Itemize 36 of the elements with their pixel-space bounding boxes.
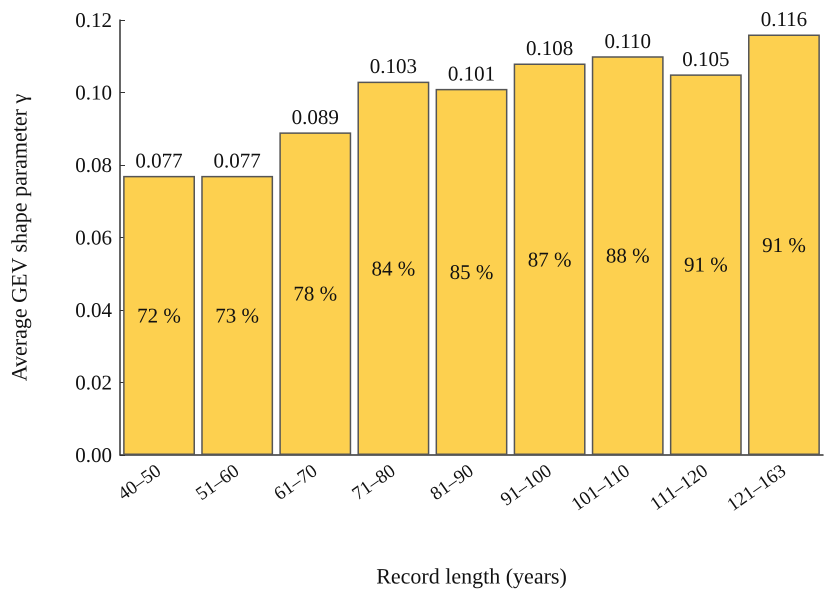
data-label: 0.077: [135, 148, 183, 172]
bar: [123, 176, 195, 455]
bar: [201, 176, 274, 455]
y-tick-label: 0.10: [75, 80, 112, 104]
data-label: 0.105: [682, 46, 730, 71]
annotation: 78 %: [293, 282, 338, 306]
y-tick-label: 0.04: [75, 298, 112, 322]
y-tick-label: 0.12: [75, 8, 112, 32]
annotation: 73 %: [215, 303, 260, 328]
y-tick-label: 0.00: [75, 443, 112, 467]
data-label: 0.110: [604, 28, 651, 53]
bar: [436, 88, 508, 455]
bar: [748, 34, 820, 455]
x-axis-title: Record length (years): [376, 564, 567, 588]
y-axis-title: Average GEV shape parameter γ: [6, 94, 32, 382]
annotation: 84 %: [372, 256, 416, 280]
y-tick-label: 0.02: [75, 370, 112, 394]
data-label: 0.077: [214, 148, 261, 172]
data-label: 0.103: [370, 54, 418, 78]
annotation: 87 %: [528, 247, 572, 272]
data-label: 0.101: [448, 61, 496, 86]
y-tick-label: 0.08: [75, 153, 112, 177]
annotation: 91 %: [684, 252, 728, 277]
bar: [279, 132, 352, 455]
annotation: 85 %: [450, 260, 494, 284]
bar: [357, 82, 430, 455]
annotation: 88 %: [606, 244, 650, 268]
data-label: 0.108: [526, 36, 574, 60]
bar: [514, 64, 586, 455]
annotation: 91 %: [762, 232, 806, 257]
bar: [670, 74, 742, 455]
data-label: 0.089: [292, 104, 339, 129]
annotation: 72 %: [137, 303, 181, 328]
bar: [592, 56, 664, 455]
y-tick-label: 0.06: [75, 226, 112, 250]
data-label: 0.116: [760, 7, 808, 31]
